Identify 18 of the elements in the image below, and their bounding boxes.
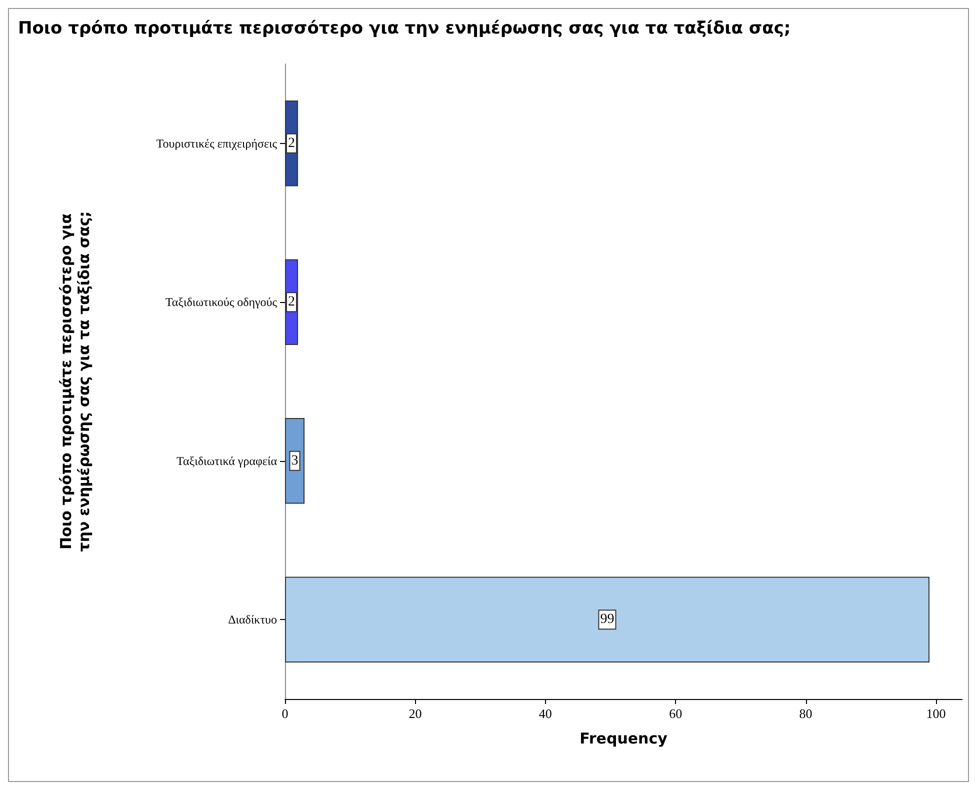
x-tick-label: 80 (799, 706, 812, 721)
data-label: 2 (288, 136, 296, 151)
y-tick-label: Ταξιδιωτικά γραφεία (176, 454, 278, 468)
x-axis-title: Frequency (580, 730, 668, 748)
x-tick-label: 0 (282, 706, 288, 721)
chart-title: Ποιο τρόπο προτιμάτε περισσότερο για την ενημέρωσης σας για τα ταξίδια σας; (18, 18, 791, 38)
data-label: 99 (600, 612, 614, 628)
y-tick-label: Ταξιδιωτικούς οδηγούς (165, 295, 278, 310)
y-tick-label: Διαδίκτυο (228, 612, 277, 627)
x-tick-label: 100 (926, 706, 946, 721)
bar (285, 576, 930, 662)
x-tick-label: 60 (669, 706, 682, 721)
data-label: 3 (291, 453, 298, 468)
y-axis-title: Ποιο τρόπο προτιμάτε περισσότερο για την ενημέρωσης σας για τα ταξίδια σας; (57, 211, 93, 552)
y-tick-label: Τουριστικές επιχειρήσεις (156, 136, 278, 150)
x-tick-label: 40 (538, 706, 552, 721)
data-label: 2 (288, 294, 296, 310)
x-tick-label: 20 (408, 706, 422, 721)
